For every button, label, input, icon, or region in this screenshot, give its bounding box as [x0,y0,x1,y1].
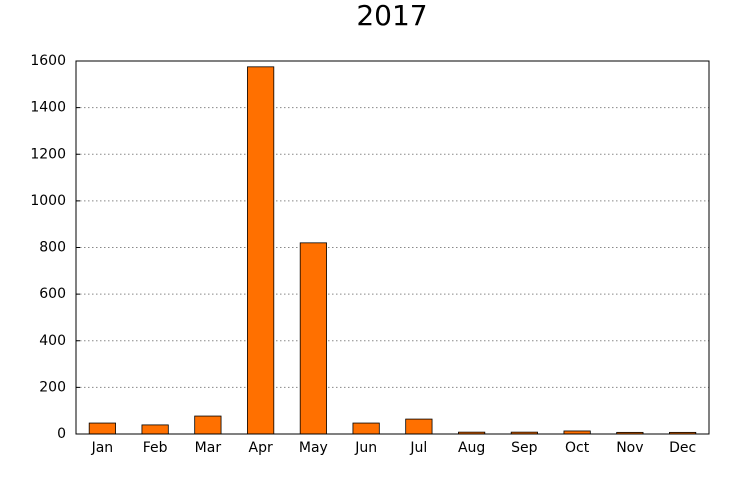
x-tick-label: Nov [616,440,643,456]
x-tick-label: Feb [143,440,168,456]
x-tick-label: Dec [669,440,696,456]
y-tick-label: 400 [39,333,66,349]
y-tick-label: 200 [39,379,66,395]
chart-title: 2017 [356,0,427,32]
y-tick-label: 1600 [30,53,66,69]
y-tick-label: 1400 [30,100,66,116]
bar [141,424,169,435]
x-tick-label: Apr [249,440,273,456]
x-tick-label: Sep [511,440,538,456]
y-tick-label: 1200 [30,146,66,162]
x-tick-label: Mar [195,440,222,456]
bar [405,418,433,435]
x-tick-label: Jun [354,440,377,456]
y-tick-label: 800 [39,240,66,256]
bar [194,415,222,435]
bar [299,242,327,435]
plot-frame [75,60,710,435]
y-tick-label: 0 [57,426,66,442]
bar [88,422,116,435]
x-tick-label: May [299,440,328,456]
x-tick-label: Aug [458,440,485,456]
x-tick-label: Oct [565,440,590,456]
x-tick-label: Jul [409,440,427,456]
x-tick-label: Jan [91,440,114,456]
y-tick-label: 600 [39,286,66,302]
bar [247,66,275,435]
bar [352,422,380,435]
y-tick-label: 1000 [30,193,66,209]
